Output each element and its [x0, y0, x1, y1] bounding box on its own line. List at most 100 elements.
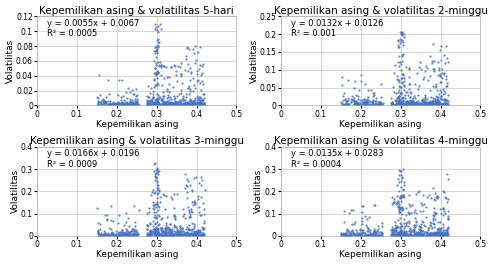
Point: [116, 233, 124, 238]
Point: [156, 226, 164, 230]
Point: [190, 198, 198, 203]
Point: [100, 101, 108, 105]
Point: [378, 231, 386, 235]
Point: [131, 102, 139, 106]
Point: [126, 99, 134, 103]
Point: [337, 100, 345, 104]
Point: [373, 228, 381, 233]
Point: [360, 103, 368, 107]
Point: [145, 233, 153, 237]
Point: [184, 102, 192, 107]
Point: [154, 60, 161, 64]
Point: [399, 101, 406, 105]
Point: [154, 169, 161, 174]
Point: [94, 234, 102, 238]
Point: [190, 103, 198, 107]
Point: [410, 102, 418, 106]
Point: [371, 102, 379, 106]
Point: [410, 228, 418, 233]
Point: [100, 98, 108, 103]
Point: [172, 73, 180, 77]
Point: [433, 230, 441, 235]
Point: [95, 103, 103, 107]
Point: [197, 233, 205, 237]
Point: [184, 205, 191, 209]
Point: [415, 103, 423, 107]
Point: [397, 98, 404, 102]
Point: [150, 227, 158, 232]
Point: [159, 229, 167, 233]
Point: [418, 201, 426, 205]
Point: [437, 234, 445, 238]
Point: [350, 86, 358, 90]
Point: [147, 102, 154, 107]
Point: [173, 94, 181, 98]
Point: [150, 162, 158, 166]
Point: [152, 175, 159, 179]
Point: [419, 229, 427, 233]
Point: [369, 100, 376, 104]
Point: [152, 45, 159, 49]
Point: [176, 224, 184, 228]
Point: [424, 99, 431, 104]
Point: [378, 224, 386, 228]
Point: [188, 200, 196, 204]
Point: [409, 233, 417, 238]
Point: [171, 100, 179, 104]
Point: [438, 97, 446, 101]
Point: [155, 188, 163, 192]
Point: [432, 94, 440, 99]
Point: [400, 102, 407, 107]
Point: [410, 94, 418, 98]
Point: [358, 103, 366, 107]
Point: [397, 39, 404, 43]
Point: [393, 234, 400, 238]
Point: [397, 194, 405, 198]
Point: [397, 100, 405, 104]
Point: [155, 95, 163, 100]
Point: [400, 231, 408, 235]
Point: [153, 215, 160, 219]
Point: [433, 232, 441, 236]
Point: [403, 233, 411, 238]
Point: [407, 99, 415, 104]
Point: [391, 103, 399, 108]
Point: [355, 101, 363, 105]
Point: [405, 101, 413, 106]
Point: [344, 96, 352, 100]
Point: [433, 231, 441, 235]
Point: [115, 213, 123, 217]
Point: [353, 103, 361, 107]
Point: [128, 232, 136, 236]
Point: [356, 227, 364, 232]
Point: [432, 232, 440, 236]
Point: [145, 103, 153, 107]
Point: [405, 221, 413, 225]
Point: [192, 102, 200, 107]
Point: [147, 230, 154, 234]
Point: [359, 230, 367, 234]
Point: [160, 232, 168, 236]
Point: [163, 226, 171, 231]
Point: [186, 232, 194, 236]
Point: [191, 200, 199, 204]
Point: [198, 103, 206, 107]
Point: [357, 103, 365, 107]
Point: [116, 234, 123, 238]
Point: [346, 233, 354, 237]
Point: [172, 232, 180, 236]
Point: [396, 232, 403, 237]
Point: [116, 230, 124, 234]
Point: [430, 214, 438, 219]
Point: [342, 230, 350, 235]
Point: [439, 233, 447, 237]
Point: [424, 66, 431, 70]
Point: [443, 83, 451, 88]
Point: [437, 103, 445, 107]
Point: [191, 233, 199, 237]
Point: [159, 232, 167, 237]
Point: [191, 86, 199, 90]
Point: [390, 200, 398, 204]
Point: [422, 234, 430, 238]
Point: [402, 103, 410, 107]
